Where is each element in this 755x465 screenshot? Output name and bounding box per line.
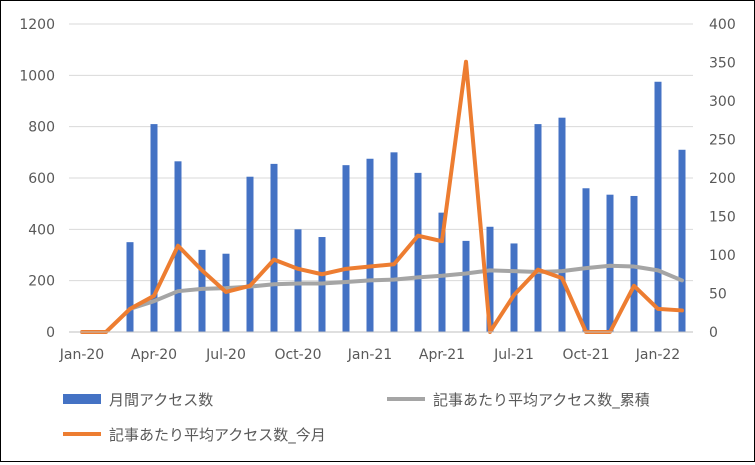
y-right-tick-label: 0 xyxy=(709,325,718,341)
legend-item-monthly-average: 記事あたり平均アクセス数_今月 xyxy=(63,426,326,445)
bar xyxy=(486,226,494,332)
legend-item-cumulative-average: 記事あたり平均アクセス数_累積 xyxy=(387,391,650,410)
bar xyxy=(462,240,470,332)
bar xyxy=(270,163,278,332)
gridlines xyxy=(69,23,693,282)
bar xyxy=(630,195,638,332)
line-cumulative-average xyxy=(128,263,684,311)
bar xyxy=(294,229,302,332)
x-tick-label: Jul-21 xyxy=(493,347,534,363)
bar xyxy=(126,242,134,332)
x-tick-label: Jan-22 xyxy=(635,347,680,363)
bar xyxy=(150,124,158,332)
bar xyxy=(438,212,446,332)
y-right-tick-label: 400 xyxy=(709,17,736,33)
y-right-tick-label: 250 xyxy=(709,133,736,149)
x-tick-label: Oct-21 xyxy=(562,347,609,363)
bar-series-monthly-access xyxy=(126,81,686,332)
y-right-tick-label: 50 xyxy=(709,287,727,303)
x-axis: Jan-20 Apr-20 Jul-20 Oct-20 Jan-21 Apr-21 Jul-… xyxy=(59,331,693,363)
y-axis-left: 0 200 400 600 800 1000 1200 xyxy=(19,17,55,341)
bar xyxy=(366,158,374,332)
line-series xyxy=(80,59,684,334)
bar xyxy=(342,165,350,332)
y-right-tick-label: 100 xyxy=(709,248,736,264)
x-tick-label: Oct-20 xyxy=(274,347,321,363)
legend-label: 記事あたり平均アクセス数_今月 xyxy=(109,426,326,445)
y-right-tick-label: 300 xyxy=(709,94,736,110)
x-tick-label: Jul-20 xyxy=(205,347,246,363)
y-left-tick-label: 800 xyxy=(28,120,55,136)
bar xyxy=(246,176,254,332)
x-tick-label: Apr-20 xyxy=(131,347,177,363)
bar xyxy=(414,172,422,332)
bar xyxy=(510,243,518,332)
y-axis-right: 0 50 100 150 200 250 300 350 400 xyxy=(709,17,736,341)
bar xyxy=(534,124,542,332)
line-monthly-average xyxy=(80,59,684,334)
bar xyxy=(582,188,590,332)
y-left-tick-label: 1200 xyxy=(19,17,55,33)
bar xyxy=(654,81,662,332)
y-left-tick-label: 400 xyxy=(28,222,55,238)
legend-item-monthly-access: 月間アクセス数 xyxy=(63,391,213,409)
bar xyxy=(606,194,614,332)
y-left-tick-label: 1000 xyxy=(19,68,55,84)
legend-label: 記事あたり平均アクセス数_累積 xyxy=(433,391,650,410)
x-tick-label: Jan-20 xyxy=(59,347,104,363)
y-left-tick-label: 0 xyxy=(46,325,55,341)
bar xyxy=(198,249,206,332)
y-right-tick-label: 200 xyxy=(709,171,736,187)
bar xyxy=(558,117,566,332)
legend-label: 月間アクセス数 xyxy=(109,391,213,409)
y-left-tick-label: 600 xyxy=(28,171,55,187)
bar xyxy=(390,152,398,332)
y-left-tick-label: 200 xyxy=(28,274,55,290)
legend-swatch xyxy=(63,394,101,404)
bar xyxy=(678,149,686,332)
x-tick-label: Apr-21 xyxy=(419,347,465,363)
x-tick-label: Jan-21 xyxy=(347,347,392,363)
y-right-tick-label: 150 xyxy=(709,210,736,226)
y-right-tick-label: 350 xyxy=(709,56,736,72)
